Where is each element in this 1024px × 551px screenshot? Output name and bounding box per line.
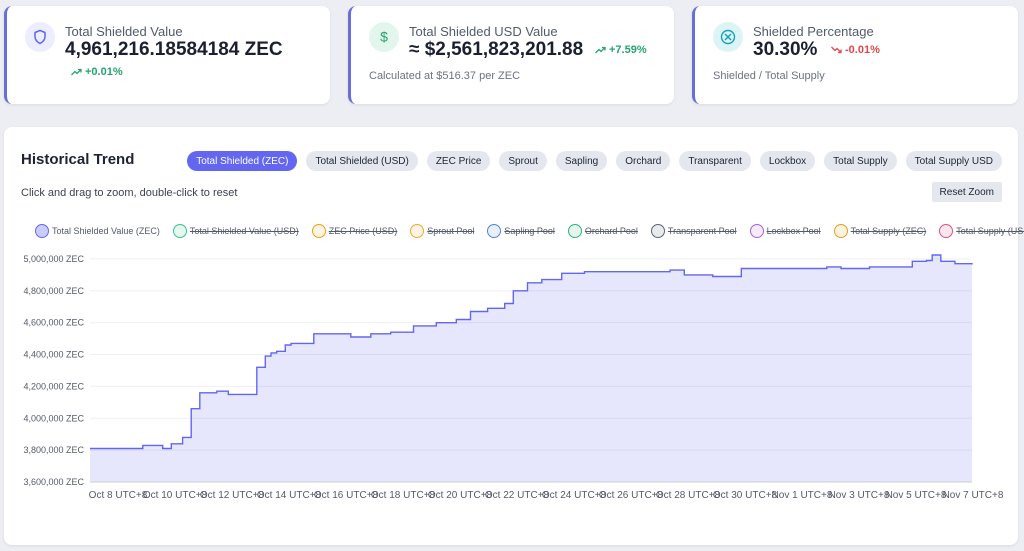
shield-icon bbox=[25, 22, 55, 52]
legend-label: Orchard Pool bbox=[584, 226, 638, 236]
x-tick-label: Oct 22 UTC+8 bbox=[485, 490, 550, 501]
kpi-change-value: +7.59% bbox=[609, 44, 647, 56]
historical-trend-panel: Historical Trend Click and drag to zoom,… bbox=[4, 127, 1024, 545]
trend-down-icon bbox=[831, 46, 842, 54]
dollar-icon: $ bbox=[369, 22, 399, 52]
zoom-hint: Click and drag to zoom, double-click to … bbox=[21, 187, 238, 199]
legend-label: Total Supply (ZEC) bbox=[850, 226, 927, 236]
kpi-value: 30.30% bbox=[753, 39, 818, 60]
x-tick-label: Nov 3 UTC+8 bbox=[829, 490, 890, 501]
legend-label: Lockbox Pool bbox=[766, 226, 821, 236]
series-line bbox=[90, 254, 973, 450]
y-tick-label: 4,600,000 ZEC bbox=[23, 318, 84, 328]
x-tick-label: Oct 16 UTC+8 bbox=[314, 490, 379, 501]
trend-up-icon bbox=[71, 68, 82, 76]
x-tick-label: Nov 7 UTC+8 bbox=[943, 490, 1004, 501]
kpi-label: Total Shielded USD Value bbox=[409, 24, 558, 39]
svg-text:$: $ bbox=[380, 29, 388, 45]
legend-swatch bbox=[35, 224, 49, 238]
x-tick-label: Oct 28 UTC+8 bbox=[656, 490, 721, 501]
kpi-label: Shielded Percentage bbox=[753, 24, 874, 39]
reset-zoom-button[interactable]: Reset Zoom bbox=[931, 182, 1002, 202]
legend-item[interactable]: Sprout Pool bbox=[410, 224, 474, 238]
legend-item[interactable]: Transparent Pool bbox=[650, 224, 737, 238]
tab-total-supply[interactable]: Total Supply bbox=[824, 151, 897, 171]
legend-item[interactable]: Total Supply (ZEC) bbox=[833, 224, 927, 238]
panel-title: Historical Trend bbox=[21, 151, 135, 168]
tab-total-supply-usd[interactable]: Total Supply USD bbox=[905, 151, 1002, 171]
tab-orchard[interactable]: Orchard bbox=[616, 151, 671, 171]
legend-swatch bbox=[410, 224, 425, 238]
x-tick-label: Oct 30 UTC+8 bbox=[713, 490, 778, 501]
tab-lockbox[interactable]: Lockbox bbox=[759, 151, 816, 171]
kpi-change: +0.01% bbox=[71, 66, 123, 78]
chart-legend: Total Shielded Value (ZEC) Total Shielded… bbox=[35, 224, 1024, 238]
kpi-subtext: Calculated at $516.37 per ZEC bbox=[369, 70, 521, 82]
kpi-change-value: -0.01% bbox=[845, 44, 880, 56]
legend-label: Total Shielded Value (ZEC) bbox=[52, 226, 160, 236]
trend-up-icon bbox=[595, 46, 606, 54]
legend-label: Transparent Pool bbox=[667, 226, 737, 236]
x-tick-label: Oct 12 UTC+8 bbox=[200, 490, 265, 501]
x-tick-label: Oct 14 UTC+8 bbox=[257, 490, 322, 501]
legend-label: Total Shielded Value (USD) bbox=[189, 226, 299, 236]
x-tick-label: Oct 10 UTC+8 bbox=[143, 490, 208, 501]
y-tick-label: 3,800,000 ZEC bbox=[23, 445, 84, 455]
kpi-change: +7.59% bbox=[595, 44, 647, 56]
y-tick-label: 4,200,000 ZEC bbox=[23, 381, 84, 391]
legend-swatch bbox=[567, 224, 582, 238]
kpi-card-shielded-usd: $ Total Shielded USD Value ≈ $2,561,823,… bbox=[348, 6, 674, 104]
legend-swatch bbox=[487, 224, 502, 238]
legend-swatch bbox=[311, 224, 326, 238]
tab-total-shielded-zec[interactable]: Total Shielded (ZEC) bbox=[187, 151, 298, 171]
kpi-value: ≈ $2,561,823,201.88 bbox=[409, 39, 584, 60]
kpi-change: -0.01% bbox=[831, 44, 880, 56]
legend-swatch bbox=[650, 224, 665, 238]
x-tick-label: Nov 5 UTC+8 bbox=[886, 490, 947, 501]
x-tick-label: Oct 18 UTC+8 bbox=[371, 490, 436, 501]
legend-swatch bbox=[833, 224, 848, 238]
y-tick-label: 4,800,000 ZEC bbox=[23, 286, 84, 296]
legend-item[interactable]: Total Supply (USD) bbox=[939, 224, 1024, 238]
kpi-value: 4,961,216.18584184 ZEC bbox=[65, 39, 283, 60]
x-tick-label: Oct 8 UTC+8 bbox=[89, 490, 148, 501]
legend-swatch bbox=[939, 224, 954, 238]
y-tick-label: 5,000,000 ZEC bbox=[23, 254, 84, 264]
legend-label: ZEC Price (USD) bbox=[328, 226, 398, 236]
legend-label: Sapling Pool bbox=[504, 226, 555, 236]
legend-item[interactable]: Total Shielded Value (ZEC) bbox=[35, 224, 160, 238]
x-tick-label: Nov 1 UTC+8 bbox=[772, 490, 833, 501]
tab-sprout[interactable]: Sprout bbox=[499, 151, 547, 171]
y-tick-label: 3,600,000 ZEC bbox=[23, 477, 84, 487]
legend-item[interactable]: Lockbox Pool bbox=[749, 224, 821, 238]
kpi-card-shielded-percentage: Shielded Percentage 30.30% -0.01% Shield… bbox=[692, 6, 1018, 104]
y-tick-label: 4,000,000 ZEC bbox=[23, 413, 84, 423]
series-area bbox=[90, 255, 972, 482]
tab-transparent[interactable]: Transparent bbox=[679, 151, 751, 171]
tab-total-shielded-usd[interactable]: Total Shielded (USD) bbox=[306, 151, 418, 171]
kpi-label: Total Shielded Value bbox=[65, 24, 183, 39]
kpi-change-value: +0.01% bbox=[85, 66, 123, 78]
legend-item[interactable]: Sapling Pool bbox=[487, 224, 555, 238]
x-tick-label: Oct 26 UTC+8 bbox=[599, 490, 664, 501]
legend-item[interactable]: ZEC Price (USD) bbox=[311, 224, 398, 238]
legend-swatch bbox=[172, 224, 187, 238]
x-tick-label: Oct 20 UTC+8 bbox=[428, 490, 493, 501]
x-tick-label: Oct 24 UTC+8 bbox=[542, 490, 607, 501]
kpi-subtext: Shielded / Total Supply bbox=[713, 70, 825, 82]
tab-sapling[interactable]: Sapling bbox=[555, 151, 608, 171]
legend-label: Sprout Pool bbox=[427, 226, 475, 236]
legend-item[interactable]: Orchard Pool bbox=[567, 224, 638, 238]
kpi-card-total-shielded: Total Shielded Value 4,961,216.18584184 … bbox=[4, 6, 330, 104]
legend-swatch bbox=[749, 224, 764, 238]
legend-label: Total Supply (USD) bbox=[956, 226, 1024, 236]
tab-zec-price[interactable]: ZEC Price bbox=[426, 151, 491, 171]
percent-icon bbox=[713, 22, 743, 52]
metric-tabs: Total Shielded (ZEC) Total Shielded (USD… bbox=[187, 151, 1002, 171]
y-tick-label: 4,400,000 ZEC bbox=[23, 350, 84, 360]
legend-item[interactable]: Total Shielded Value (USD) bbox=[172, 224, 299, 238]
